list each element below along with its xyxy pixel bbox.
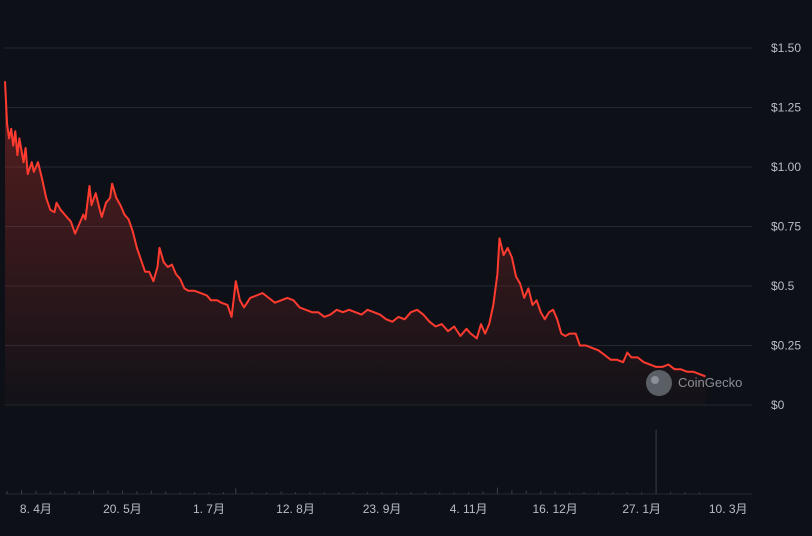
x-tick-label: 20. 5月 xyxy=(103,502,142,516)
watermark-text: CoinGecko xyxy=(678,375,742,390)
coingecko-logo-icon xyxy=(646,370,672,396)
volume-bar xyxy=(295,492,297,494)
volume-bar xyxy=(597,492,599,494)
volume-bar xyxy=(367,492,369,494)
price-area xyxy=(5,81,706,406)
volume-bars xyxy=(5,430,752,495)
volume-bar xyxy=(554,491,556,494)
volume-bar xyxy=(309,492,311,494)
volume-bar xyxy=(482,491,484,494)
volume-bar xyxy=(136,491,138,494)
volume-bar xyxy=(453,492,455,494)
volume-bar xyxy=(235,488,237,494)
y-tick-label: $1.00 xyxy=(771,160,801,174)
price-line xyxy=(4,81,706,378)
coingecko-logo-eye xyxy=(651,376,659,384)
y-tick-label: $1.50 xyxy=(771,41,801,55)
volume-bar xyxy=(511,490,513,494)
volume-bar xyxy=(698,492,700,494)
volume-bar xyxy=(49,491,51,494)
y-tick-label: $0.5 xyxy=(771,279,795,293)
volume-bar xyxy=(626,492,628,494)
volume-bar xyxy=(266,492,268,494)
volume-bar xyxy=(410,492,412,494)
x-tick-label: 23. 9月 xyxy=(363,502,402,516)
volume-bar xyxy=(540,491,542,494)
volume-bar xyxy=(35,490,37,494)
volume-bar xyxy=(496,487,498,494)
x-tick-label: 4. 11月 xyxy=(450,502,488,516)
y-axis-ticks: $1.50 $1.25 $1.00 $0.75 $0.5 $0.25 $0 xyxy=(771,41,801,412)
volume-bar xyxy=(424,492,426,494)
y-tick-label: $0.75 xyxy=(771,220,801,234)
x-axis-ticks: 8. 4月 20. 5月 1. 7月 12. 8月 23. 9月 4. 11月 16. 12… xyxy=(20,502,748,516)
volume-bar xyxy=(251,492,253,494)
volume-bar xyxy=(395,492,397,494)
volume-bar xyxy=(612,492,614,494)
x-tick-label: 27. 1月 xyxy=(622,502,661,516)
volume-bar xyxy=(323,492,325,494)
y-tick-label: $0 xyxy=(771,398,785,412)
volume-bar xyxy=(93,490,95,494)
volume-bar xyxy=(6,490,8,494)
y-tick-label: $0.25 xyxy=(771,339,801,353)
volume-bar xyxy=(194,492,196,494)
volume-bar xyxy=(381,492,383,494)
x-tick-label: 1. 7月 xyxy=(193,502,225,516)
volume-bar xyxy=(655,430,657,494)
volume-bar xyxy=(121,490,123,494)
volume-bar xyxy=(439,492,441,494)
x-tick-label: 12. 8月 xyxy=(276,502,315,516)
volume-bar xyxy=(208,492,210,494)
y-tick-label: $1.25 xyxy=(771,101,801,115)
volume-bar xyxy=(280,491,282,494)
watermark: CoinGecko xyxy=(646,370,742,396)
x-tick-label: 10. 3月 xyxy=(709,502,748,516)
volume-bar xyxy=(684,492,686,494)
x-tick-label: 16. 12月 xyxy=(532,502,577,516)
volume-bar xyxy=(222,492,224,494)
volume-bar xyxy=(352,492,354,494)
volume-bar xyxy=(179,492,181,494)
volume-bar xyxy=(569,492,571,494)
volume-bar xyxy=(64,491,66,494)
volume-bar xyxy=(165,491,167,494)
volume-bar xyxy=(468,492,470,494)
volume-bar xyxy=(338,492,340,494)
volume-bar xyxy=(107,490,109,494)
volume-bar xyxy=(641,492,643,494)
volume-bar xyxy=(20,490,22,494)
volume-bar xyxy=(525,490,527,494)
volume-bar xyxy=(150,490,152,494)
volume-bar xyxy=(78,491,80,494)
volume-bar xyxy=(583,492,585,494)
x-tick-label: 8. 4月 xyxy=(20,502,52,516)
volume-bar xyxy=(670,492,672,494)
